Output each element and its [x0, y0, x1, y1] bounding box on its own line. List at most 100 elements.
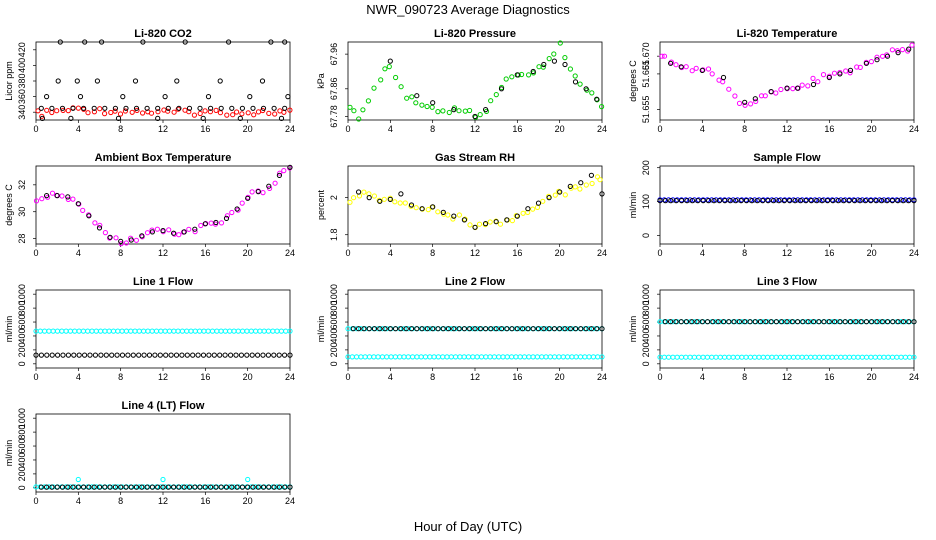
data-point	[125, 352, 131, 358]
data-point	[795, 85, 801, 91]
data-point	[837, 319, 843, 325]
data-point	[42, 328, 48, 334]
data-point	[599, 354, 605, 360]
data-point	[520, 210, 526, 216]
y-tick-label: 1000	[17, 408, 27, 428]
y-tick-label: 200	[17, 342, 27, 357]
data-point	[287, 107, 293, 113]
data-point	[668, 198, 674, 204]
y-tick-label: 100	[641, 194, 651, 209]
data-point	[430, 326, 436, 332]
data-point	[483, 354, 489, 360]
data-point	[238, 352, 244, 358]
data-point	[477, 112, 483, 118]
data-point	[128, 237, 134, 243]
data-point	[683, 354, 689, 360]
data-point	[59, 484, 66, 490]
data-point	[176, 105, 182, 111]
x-tick-label: 16	[512, 372, 522, 382]
data-point	[691, 354, 698, 360]
data-point	[710, 319, 716, 325]
data-point	[192, 328, 198, 334]
data-point	[245, 484, 251, 490]
data-point	[49, 190, 56, 196]
data-point	[427, 354, 433, 360]
data-point	[85, 110, 91, 116]
data-point	[350, 326, 356, 332]
data-point	[500, 354, 506, 360]
y-tick-label: 1.8	[329, 228, 339, 241]
data-point	[418, 354, 424, 360]
series-cyan-low	[657, 354, 917, 360]
data-point	[160, 484, 166, 490]
y-axis-label: percent	[316, 189, 326, 220]
x-tick-label: 0	[33, 248, 38, 258]
data-point	[201, 328, 207, 334]
data-point	[81, 484, 87, 490]
data-point	[186, 109, 192, 115]
data-point	[889, 198, 896, 204]
data-point	[49, 109, 55, 116]
data-point	[235, 328, 241, 334]
x-tick-label: 0	[657, 248, 662, 258]
x-tick-label: 24	[285, 372, 295, 382]
data-point	[825, 354, 831, 360]
data-point	[397, 354, 403, 360]
data-point	[133, 237, 139, 243]
data-point	[245, 476, 251, 483]
data-point	[472, 326, 478, 332]
data-point	[162, 94, 168, 100]
data-point	[282, 105, 288, 111]
data-point	[846, 198, 852, 204]
data-point	[498, 326, 505, 332]
data-point	[736, 319, 743, 325]
data-point	[107, 484, 113, 490]
series-black	[38, 39, 291, 122]
data-point	[560, 354, 566, 360]
x-tick-label: 4	[388, 248, 393, 258]
data-point	[75, 105, 82, 111]
data-point	[171, 328, 177, 334]
data-point	[260, 190, 266, 196]
data-point	[739, 354, 745, 360]
data-point	[80, 207, 86, 213]
data-point	[873, 198, 879, 204]
data-point	[107, 234, 113, 240]
data-point	[831, 70, 838, 76]
data-point	[250, 484, 256, 490]
panel-line4: Line 4 (LT) Flow ml/min 0 4 8 12 16 20 24 0 200400…	[4, 400, 295, 506]
x-tick-label: 24	[909, 124, 919, 134]
data-point	[493, 219, 499, 225]
data-point	[879, 319, 885, 325]
x-tick-label: 12	[158, 248, 168, 258]
y-axis-label: degrees C	[628, 60, 638, 102]
data-point	[790, 86, 796, 92]
data-point	[208, 484, 214, 490]
data-point	[70, 105, 76, 111]
data-point	[245, 110, 251, 116]
y-tick-label: 600	[17, 315, 27, 330]
data-point	[569, 354, 575, 360]
data-point	[378, 77, 384, 83]
data-point	[87, 352, 93, 358]
data-point	[354, 354, 360, 360]
data-point	[409, 94, 415, 100]
data-point	[435, 209, 441, 215]
data-point	[181, 229, 187, 235]
data-point	[408, 326, 415, 332]
data-point	[899, 47, 906, 53]
data-point	[749, 198, 755, 204]
x-tick-label: 0	[657, 124, 662, 134]
data-point	[498, 86, 505, 92]
data-point	[153, 328, 160, 334]
x-tick-label: 20	[867, 248, 877, 258]
data-point	[448, 354, 454, 360]
data-point	[398, 326, 404, 332]
data-point	[847, 319, 854, 325]
series-black	[44, 164, 293, 244]
data-point	[556, 354, 562, 360]
data-point	[552, 354, 558, 360]
data-point	[906, 46, 912, 52]
y-axis-label: ml/min	[4, 440, 14, 467]
